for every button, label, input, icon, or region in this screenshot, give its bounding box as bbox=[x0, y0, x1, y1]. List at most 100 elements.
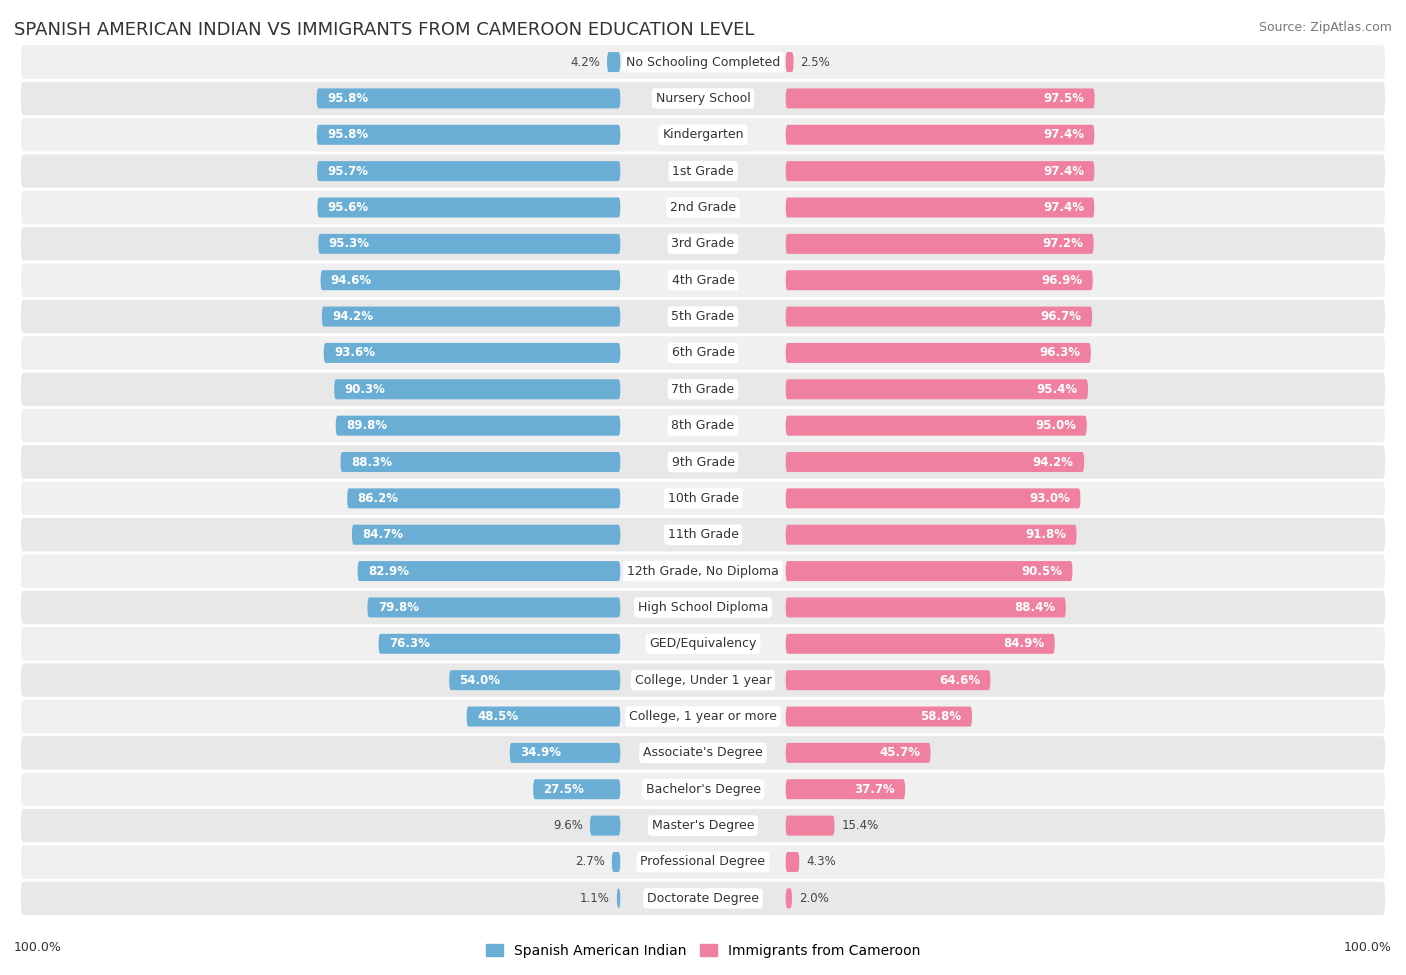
FancyBboxPatch shape bbox=[786, 852, 799, 872]
FancyBboxPatch shape bbox=[347, 488, 620, 508]
Text: 7th Grade: 7th Grade bbox=[672, 383, 734, 396]
Text: 95.0%: 95.0% bbox=[1035, 419, 1077, 432]
FancyBboxPatch shape bbox=[357, 561, 620, 581]
Text: 5th Grade: 5th Grade bbox=[672, 310, 734, 323]
Text: 86.2%: 86.2% bbox=[357, 491, 398, 505]
Text: 97.2%: 97.2% bbox=[1042, 237, 1084, 251]
FancyBboxPatch shape bbox=[21, 372, 1385, 406]
Text: 76.3%: 76.3% bbox=[389, 638, 430, 650]
FancyBboxPatch shape bbox=[607, 52, 620, 72]
Text: 96.9%: 96.9% bbox=[1042, 274, 1083, 287]
Text: 94.2%: 94.2% bbox=[1033, 455, 1074, 469]
Text: GED/Equivalency: GED/Equivalency bbox=[650, 638, 756, 650]
Text: 88.4%: 88.4% bbox=[1014, 601, 1056, 614]
FancyBboxPatch shape bbox=[21, 263, 1385, 297]
Text: 1.1%: 1.1% bbox=[581, 892, 610, 905]
Text: 12th Grade, No Diploma: 12th Grade, No Diploma bbox=[627, 565, 779, 577]
FancyBboxPatch shape bbox=[786, 779, 905, 800]
FancyBboxPatch shape bbox=[617, 888, 620, 909]
Text: 34.9%: 34.9% bbox=[520, 747, 561, 760]
FancyBboxPatch shape bbox=[786, 125, 1094, 144]
Text: Kindergarten: Kindergarten bbox=[662, 129, 744, 141]
FancyBboxPatch shape bbox=[449, 670, 620, 690]
Text: 88.3%: 88.3% bbox=[352, 455, 392, 469]
Text: 97.4%: 97.4% bbox=[1043, 129, 1084, 141]
FancyBboxPatch shape bbox=[321, 270, 620, 291]
FancyBboxPatch shape bbox=[786, 488, 1080, 508]
Text: 9th Grade: 9th Grade bbox=[672, 455, 734, 469]
Text: 95.6%: 95.6% bbox=[328, 201, 368, 214]
FancyBboxPatch shape bbox=[510, 743, 620, 762]
Text: 95.8%: 95.8% bbox=[328, 129, 368, 141]
FancyBboxPatch shape bbox=[786, 52, 793, 72]
FancyBboxPatch shape bbox=[786, 415, 1087, 436]
FancyBboxPatch shape bbox=[786, 452, 1084, 472]
FancyBboxPatch shape bbox=[786, 198, 1094, 217]
Text: 94.2%: 94.2% bbox=[332, 310, 373, 323]
Text: 93.6%: 93.6% bbox=[335, 346, 375, 360]
FancyBboxPatch shape bbox=[786, 888, 792, 909]
Text: 93.0%: 93.0% bbox=[1029, 491, 1070, 505]
Text: 91.8%: 91.8% bbox=[1025, 528, 1066, 541]
FancyBboxPatch shape bbox=[786, 670, 990, 690]
FancyBboxPatch shape bbox=[21, 336, 1385, 370]
FancyBboxPatch shape bbox=[786, 707, 972, 726]
Text: 2.0%: 2.0% bbox=[799, 892, 828, 905]
Text: SPANISH AMERICAN INDIAN VS IMMIGRANTS FROM CAMEROON EDUCATION LEVEL: SPANISH AMERICAN INDIAN VS IMMIGRANTS FR… bbox=[14, 21, 755, 39]
FancyBboxPatch shape bbox=[367, 598, 620, 617]
Text: 89.8%: 89.8% bbox=[346, 419, 387, 432]
Text: 96.7%: 96.7% bbox=[1040, 310, 1081, 323]
Text: 82.9%: 82.9% bbox=[368, 565, 409, 577]
Text: 97.4%: 97.4% bbox=[1043, 201, 1084, 214]
Text: 4.3%: 4.3% bbox=[806, 855, 837, 869]
FancyBboxPatch shape bbox=[21, 809, 1385, 842]
FancyBboxPatch shape bbox=[21, 736, 1385, 769]
Text: 8th Grade: 8th Grade bbox=[672, 419, 734, 432]
Text: 79.8%: 79.8% bbox=[378, 601, 419, 614]
Text: 58.8%: 58.8% bbox=[921, 710, 962, 723]
FancyBboxPatch shape bbox=[340, 452, 620, 472]
FancyBboxPatch shape bbox=[21, 555, 1385, 588]
FancyBboxPatch shape bbox=[21, 482, 1385, 515]
FancyBboxPatch shape bbox=[786, 634, 1054, 654]
Text: 48.5%: 48.5% bbox=[477, 710, 517, 723]
Text: 6th Grade: 6th Grade bbox=[672, 346, 734, 360]
FancyBboxPatch shape bbox=[21, 700, 1385, 733]
Text: 95.4%: 95.4% bbox=[1036, 383, 1077, 396]
FancyBboxPatch shape bbox=[21, 663, 1385, 697]
FancyBboxPatch shape bbox=[316, 125, 620, 144]
Text: 4.2%: 4.2% bbox=[571, 56, 600, 68]
FancyBboxPatch shape bbox=[786, 561, 1073, 581]
FancyBboxPatch shape bbox=[786, 306, 1092, 327]
Text: Master's Degree: Master's Degree bbox=[652, 819, 754, 832]
FancyBboxPatch shape bbox=[591, 816, 620, 836]
FancyBboxPatch shape bbox=[316, 89, 620, 108]
Text: 84.9%: 84.9% bbox=[1004, 638, 1045, 650]
Text: Associate's Degree: Associate's Degree bbox=[643, 747, 763, 760]
FancyBboxPatch shape bbox=[352, 525, 620, 545]
FancyBboxPatch shape bbox=[786, 598, 1066, 617]
FancyBboxPatch shape bbox=[786, 525, 1077, 545]
Text: 2nd Grade: 2nd Grade bbox=[669, 201, 737, 214]
Text: 95.3%: 95.3% bbox=[329, 237, 370, 251]
Text: College, 1 year or more: College, 1 year or more bbox=[628, 710, 778, 723]
FancyBboxPatch shape bbox=[21, 154, 1385, 188]
FancyBboxPatch shape bbox=[21, 300, 1385, 333]
FancyBboxPatch shape bbox=[786, 161, 1094, 181]
FancyBboxPatch shape bbox=[21, 881, 1385, 916]
Text: Bachelor's Degree: Bachelor's Degree bbox=[645, 783, 761, 796]
Text: 100.0%: 100.0% bbox=[1344, 941, 1392, 954]
FancyBboxPatch shape bbox=[21, 118, 1385, 151]
Text: 84.7%: 84.7% bbox=[363, 528, 404, 541]
Text: 97.5%: 97.5% bbox=[1043, 92, 1084, 105]
Text: 90.5%: 90.5% bbox=[1021, 565, 1062, 577]
FancyBboxPatch shape bbox=[21, 82, 1385, 115]
Text: College, Under 1 year: College, Under 1 year bbox=[634, 674, 772, 686]
Text: 97.4%: 97.4% bbox=[1043, 165, 1084, 177]
Text: Doctorate Degree: Doctorate Degree bbox=[647, 892, 759, 905]
FancyBboxPatch shape bbox=[323, 343, 620, 363]
FancyBboxPatch shape bbox=[335, 379, 620, 400]
FancyBboxPatch shape bbox=[378, 634, 620, 654]
FancyBboxPatch shape bbox=[533, 779, 620, 800]
Text: 3rd Grade: 3rd Grade bbox=[672, 237, 734, 251]
